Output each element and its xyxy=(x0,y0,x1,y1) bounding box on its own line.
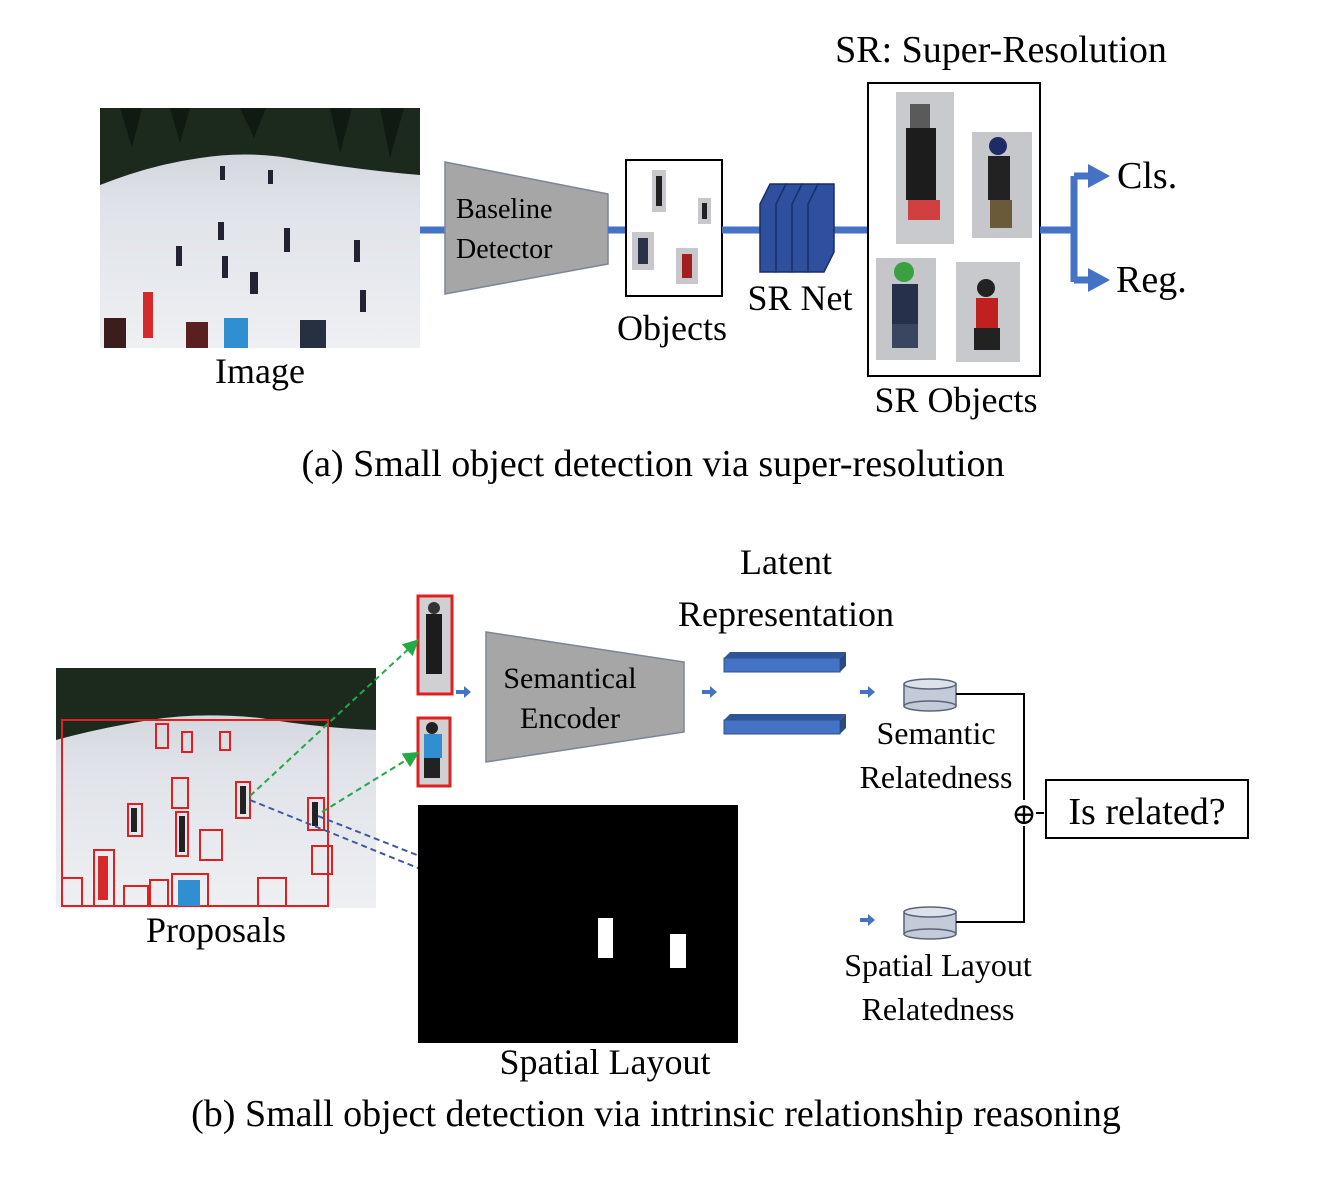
sr-title: SR: Super-Resolution xyxy=(835,29,1167,71)
detector-label-line2: Detector xyxy=(456,234,553,265)
proposals-label: Proposals xyxy=(146,910,286,950)
reg-label: Reg. xyxy=(1116,259,1187,301)
objects-label: Objects xyxy=(617,308,727,348)
objects-box xyxy=(625,159,723,297)
semantical-encoder-block xyxy=(485,631,685,763)
ski-scene-image xyxy=(100,108,420,348)
caption-a: (a) Small object detection via super-res… xyxy=(301,443,1004,485)
is-related-label: Is related? xyxy=(1068,791,1225,833)
semantic-label-line2: Relatedness xyxy=(860,759,1013,795)
proposals-image xyxy=(56,668,376,908)
spatial-layout-label: Spatial Layout xyxy=(500,1042,711,1082)
spatial-box-1 xyxy=(598,918,613,958)
proposal-crops xyxy=(416,594,454,788)
plus-operator: ⊕ xyxy=(1011,798,1036,831)
sr-object-crops xyxy=(876,92,1032,362)
sr-objects-label: SR Objects xyxy=(874,380,1037,420)
srnet-label: SR Net xyxy=(747,278,852,318)
semantic-relatedness-cylinder xyxy=(903,678,957,712)
spatial-label-line1: Spatial Layout xyxy=(844,947,1032,983)
spatial-layout-map xyxy=(418,805,738,1043)
spatial-relatedness-cylinder xyxy=(903,906,957,940)
output-branch xyxy=(1040,164,1110,292)
small-flow-arrows xyxy=(456,686,875,926)
panel-a: Image Baseline Detector Objects SR Net S… xyxy=(100,29,1187,485)
encoder-label-line2: Encoder xyxy=(520,702,620,735)
spatial-box-2 xyxy=(670,934,686,968)
semantic-label-line1: Semantic xyxy=(876,715,995,751)
caption-b: (b) Small object detection via intrinsic… xyxy=(191,1093,1121,1135)
is-related-box xyxy=(1045,779,1249,839)
encoder-label-line1: Semantical xyxy=(503,662,636,695)
image-label: Image xyxy=(215,351,305,391)
small-object-crops xyxy=(632,170,711,284)
spatial-label-line2: Relatedness xyxy=(862,991,1015,1027)
latent-label-line2: Representation xyxy=(678,594,894,634)
latent-vectors xyxy=(723,652,846,735)
merge-connectors xyxy=(956,693,1044,923)
cls-label: Cls. xyxy=(1117,155,1177,197)
panel-b: Proposals Semantical Encoder xyxy=(56,542,1249,1135)
sr-net-block xyxy=(759,183,835,273)
latent-label-line1: Latent xyxy=(740,542,832,582)
baseline-detector-block xyxy=(444,161,609,295)
detector-label-line1: Baseline xyxy=(456,194,552,225)
